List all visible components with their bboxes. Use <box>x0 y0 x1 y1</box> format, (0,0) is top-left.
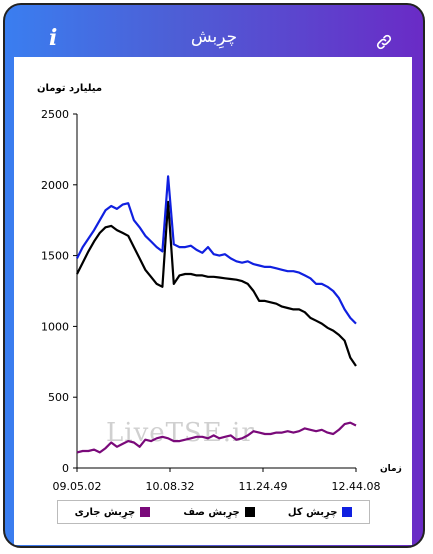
y-tick-label: 1000 <box>41 320 69 333</box>
x-tick-label: 10.08.32 <box>146 480 195 493</box>
chart-legend: چرِبش جاری چرِبش صف چرِبش کل <box>57 500 370 524</box>
series-line-1 <box>76 200 357 367</box>
series-line-2 <box>76 421 357 454</box>
chart-panel <box>14 57 412 545</box>
link-icon[interactable] <box>375 33 393 51</box>
legend-swatch-saf <box>244 507 255 517</box>
x-tick-label: 12.44.08 <box>332 480 381 493</box>
legend-label-jari: چرِبش جاری <box>74 506 136 518</box>
legend-label-saf: چرِبش صف <box>183 506 240 518</box>
page-title: چرِبش <box>190 27 238 47</box>
legend-label-kol: چرِبش کل <box>287 506 338 518</box>
x-tick-label: 09.05.02 <box>53 480 102 493</box>
legend-item-saf[interactable]: چرِبش صف <box>183 506 255 518</box>
legend-item-kol[interactable]: چرِبش کل <box>288 507 353 518</box>
y-tick-label: 2000 <box>41 179 69 192</box>
y-tick-label: 2500 <box>41 108 69 121</box>
watermark: LiveTSE.ir <box>106 418 255 448</box>
y-axis-label: میلیارد تومان <box>37 83 103 94</box>
y-tick-label: 500 <box>48 391 69 404</box>
y-tick-label: 1500 <box>41 250 69 263</box>
legend-swatch-jari <box>140 507 151 517</box>
info-button[interactable]: i <box>49 25 58 51</box>
x-tick-label: 11.24.49 <box>239 480 288 493</box>
x-axis-label: زمان <box>380 464 402 474</box>
y-tick-label: 0 <box>62 462 69 475</box>
legend-swatch-kol <box>342 507 353 517</box>
series-line-0 <box>76 175 357 325</box>
legend-item-jari[interactable]: چرِبش جاری <box>75 507 151 518</box>
chart-card: i چرِبش <box>3 3 425 548</box>
